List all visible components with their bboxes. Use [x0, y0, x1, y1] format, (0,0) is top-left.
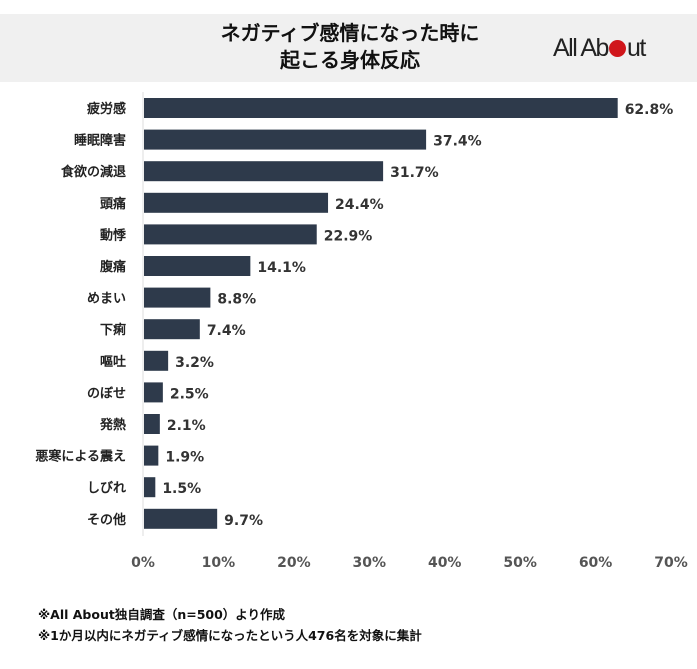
bar	[144, 445, 159, 466]
data-label: 22.9%	[324, 228, 373, 244]
x-tick-label: 70%	[654, 555, 688, 571]
title-line-2: 起こる身体反応	[280, 48, 420, 72]
bar	[144, 161, 384, 182]
bar	[144, 192, 329, 213]
header-band: ネガティブ感情になった時に 起こる身体反応 All Ab ut	[0, 14, 697, 82]
category-label: 動悸	[100, 227, 127, 243]
x-tick-label: 60%	[579, 555, 613, 571]
category-label: 悪寒による震え	[35, 449, 126, 465]
category-label: しびれ	[87, 481, 126, 496]
bar	[144, 98, 618, 118]
data-label: 37.4%	[433, 134, 482, 150]
bar	[144, 477, 156, 498]
bar	[144, 414, 160, 434]
bar	[144, 508, 218, 529]
bar	[144, 129, 427, 150]
data-label: 9.7%	[224, 513, 263, 529]
footnote-1: ※All About独自調査（n=500）より作成	[38, 607, 286, 622]
category-label: 食欲の減退	[61, 164, 126, 180]
data-label: 3.2%	[175, 355, 214, 371]
category-label: 腹痛	[100, 259, 126, 275]
bar	[144, 256, 251, 276]
x-tick-label: 0%	[131, 555, 155, 571]
category-label: 睡眠障害	[74, 133, 126, 149]
category-label: のぼせ	[87, 386, 126, 401]
data-label: 2.1%	[167, 418, 206, 434]
category-label: 発熱	[99, 417, 126, 433]
data-label: 24.4%	[335, 197, 384, 213]
data-label: 31.7%	[390, 165, 439, 181]
data-label: 7.4%	[207, 323, 246, 339]
data-label: 1.9%	[165, 450, 204, 466]
category-label: 嘔吐	[100, 354, 126, 370]
data-label: 8.8%	[217, 292, 256, 308]
x-tick-label: 10%	[202, 555, 236, 571]
x-tick-label: 50%	[503, 555, 537, 571]
x-tick-label: 20%	[277, 555, 311, 571]
bar	[144, 319, 200, 340]
category-label: 疲労感	[87, 101, 126, 117]
bar	[144, 350, 169, 371]
category-label: その他	[87, 512, 126, 528]
title-line-1: ネガティブ感情になった時に	[220, 21, 480, 45]
data-label: 1.5%	[162, 481, 201, 497]
data-label: 2.5%	[170, 386, 209, 402]
footnote-2: ※1か月以内にネガティブ感情になったという人476名を対象に集計	[38, 628, 422, 643]
bar	[144, 224, 317, 245]
allabout-logo: All Ab ut	[553, 34, 646, 62]
category-label: めまい	[87, 292, 126, 307]
category-label: 下痢	[100, 322, 126, 338]
data-label: 14.1%	[257, 260, 306, 276]
x-tick-label: 40%	[428, 555, 462, 571]
data-label: 62.8%	[625, 102, 674, 118]
bar	[144, 382, 163, 403]
chart-title: ネガティブ感情になった時に 起こる身体反応	[150, 20, 550, 74]
bar	[144, 287, 211, 308]
category-label: 頭痛	[100, 196, 126, 212]
x-tick-label: 30%	[353, 555, 387, 571]
